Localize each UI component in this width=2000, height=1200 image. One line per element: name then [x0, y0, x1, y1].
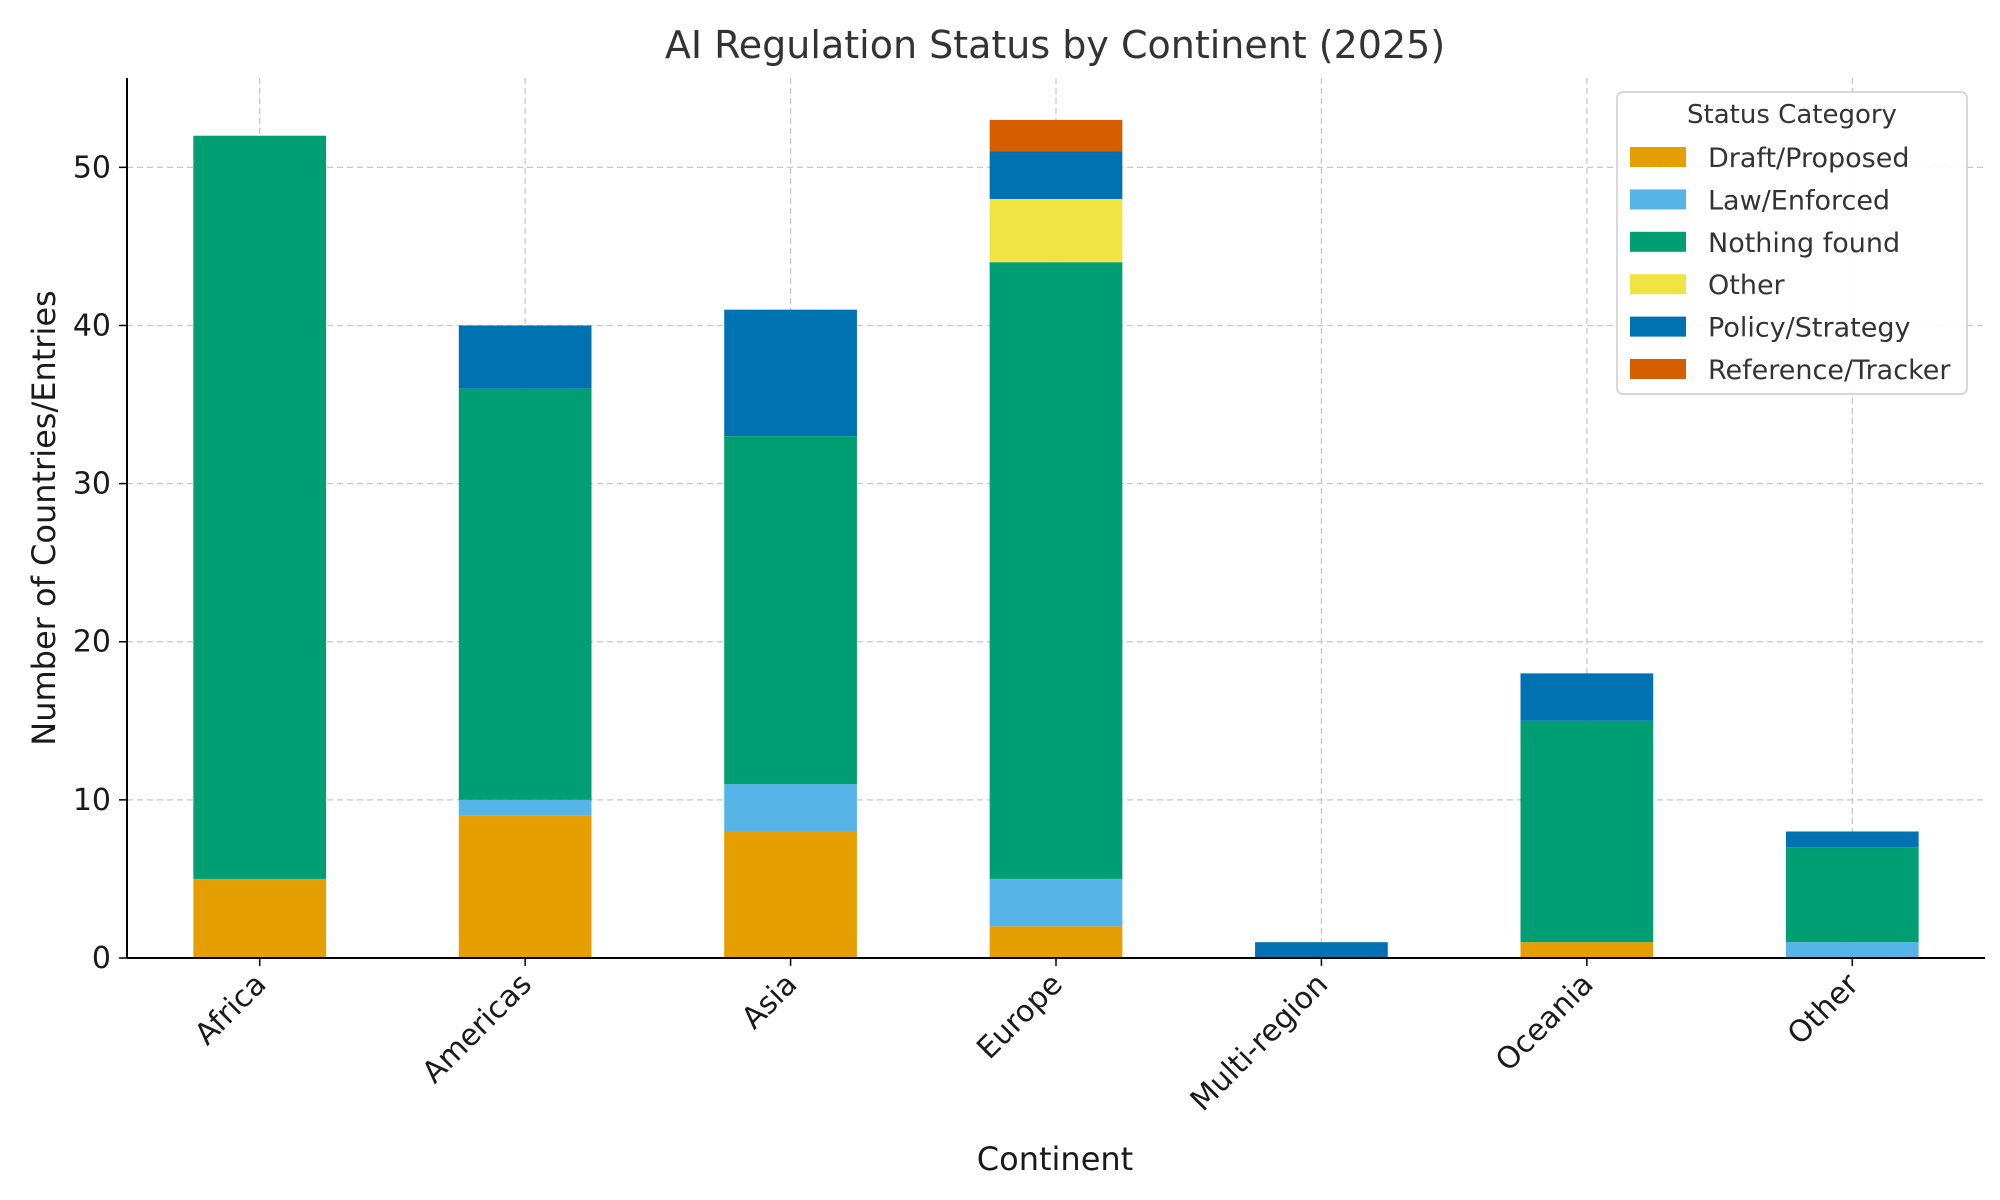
bar-segment-oceania-draft-proposed: [1520, 942, 1654, 958]
legend-title: Status Category: [1687, 100, 1897, 130]
y-axis-title: Number of Countries/Entries: [25, 290, 63, 745]
legend-frame: [1616, 91, 1968, 395]
bar-segment-americas-law-enforced: [458, 799, 592, 816]
bar-segment-oceania-policy-strategy: [1520, 673, 1654, 721]
y-tick-label: 50: [73, 150, 111, 185]
bar-segment-asia-policy-strategy: [724, 309, 857, 437]
x-tick-label: Other: [1781, 966, 1866, 1051]
legend-label: Reference/Tracker: [1708, 355, 1951, 386]
legend-label: Policy/Strategy: [1708, 313, 1910, 344]
bar-segment-africa-nothing-found: [193, 135, 327, 879]
legend-swatch: [1630, 189, 1686, 210]
bar-segment-asia-law-enforced: [724, 784, 857, 832]
legend-swatch: [1630, 274, 1686, 295]
bar-segment-africa-draft-proposed: [193, 878, 327, 958]
bar-segment-americas-policy-strategy: [458, 325, 592, 389]
legend-items: Draft/Proposed Law/Enforced Nothing found O…: [1630, 143, 1951, 386]
bar-segment-asia-draft-proposed: [724, 831, 857, 958]
chart-title: AI Regulation Status by Continent (2025): [665, 23, 1445, 67]
bar-segment-europe-policy-strategy: [989, 151, 1123, 199]
x-tick-label: Multi-region: [1184, 967, 1335, 1118]
bar-segment-asia-nothing-found: [724, 436, 857, 785]
y-tick-label: 0: [92, 941, 111, 976]
x-axis-title: Continent: [977, 1140, 1133, 1178]
y-tick-label: 10: [73, 783, 111, 818]
legend-swatch: [1630, 147, 1686, 167]
bar-segment-europe-reference-tracker: [989, 119, 1123, 152]
legend-swatch: [1630, 359, 1686, 379]
legend-label: Draft/Proposed: [1708, 143, 1909, 174]
x-tick-label: Asia: [735, 967, 804, 1036]
legend-label: Other: [1708, 270, 1786, 301]
legend-swatch: [1630, 231, 1686, 252]
bar-segment-other-policy-strategy: [1785, 831, 1919, 848]
bar-segment-europe-nothing-found: [989, 262, 1123, 879]
x-tick-label: Oceania: [1489, 967, 1601, 1079]
bar-segment-other-law-enforced: [1785, 942, 1919, 958]
bar-segment-other-nothing-found: [1785, 847, 1919, 943]
legend-label: Law/Enforced: [1708, 185, 1890, 216]
y-tick-label: 40: [73, 308, 111, 343]
bar-segment-multi-region-policy-strategy: [1255, 942, 1388, 958]
x-tick-label: Americas: [415, 967, 538, 1090]
bar-segment-oceania-nothing-found: [1520, 720, 1654, 943]
bar-segment-americas-nothing-found: [458, 388, 592, 800]
legend: Status Category Draft/Proposed Law/Enforc…: [1616, 91, 1968, 395]
legend-swatch: [1630, 316, 1686, 337]
bar-segment-europe-other: [989, 198, 1123, 263]
bar-segment-europe-law-enforced: [989, 878, 1123, 927]
y-tick-label: 30: [73, 467, 111, 502]
x-tick-label: Europe: [970, 967, 1069, 1066]
bar-segment-americas-draft-proposed: [458, 815, 592, 958]
bar-segment-europe-draft-proposed: [989, 926, 1123, 958]
y-tick-label: 20: [73, 625, 111, 660]
legend-label: Nothing found: [1708, 228, 1900, 259]
x-tick-label: Africa: [188, 967, 273, 1052]
bars-layer: [193, 119, 1919, 958]
